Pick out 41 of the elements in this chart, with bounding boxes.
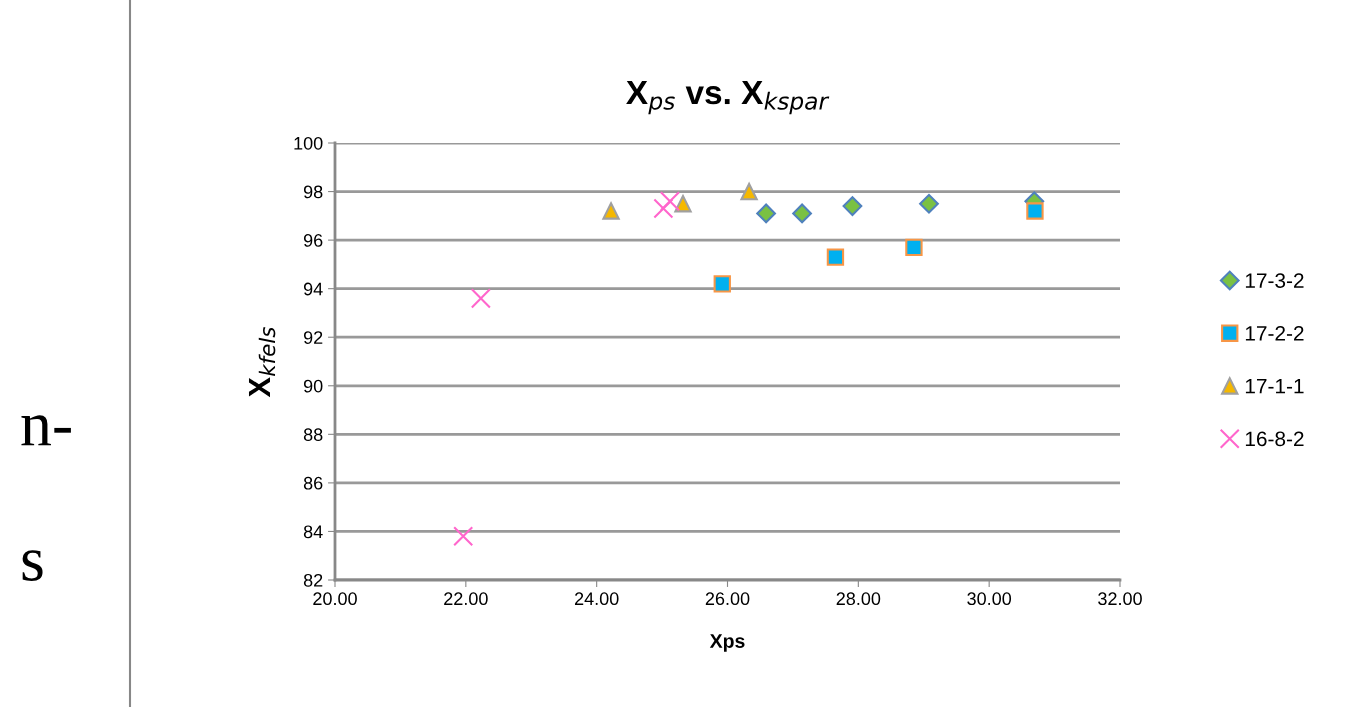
y-tick-label: 86 [303, 476, 323, 490]
y-axis-title: X$_{kfels}$ [248, 327, 276, 398]
chart-title: X$_{ps}$ vs. X$_{kspar}$ [626, 81, 830, 115]
point [602, 202, 620, 220]
x-axis-title: Xps [709, 634, 745, 652]
point [653, 198, 674, 219]
y-tick-label: 82 [303, 573, 323, 587]
point [756, 203, 776, 224]
legend-label: 17-3-2 [1245, 273, 1304, 288]
point [905, 238, 923, 257]
point [659, 191, 680, 212]
legend-label: 16-8-2 [1245, 431, 1304, 447]
x-tick-label: 32.00 [1098, 592, 1142, 606]
text: s [22, 550, 43, 581]
x-tick-label: 26.00 [705, 592, 750, 606]
x-tick-label: 22.00 [444, 592, 488, 606]
x-tick-label: 28.00 [836, 592, 881, 606]
point [842, 196, 863, 216]
point [713, 275, 731, 293]
y-tick-label: 90 [303, 379, 323, 393]
point [453, 526, 474, 547]
y-tick-label: 98 [303, 185, 323, 199]
y-tick-label: 88 [303, 428, 323, 442]
point [792, 203, 812, 224]
point [919, 193, 939, 214]
legend-label: 17-2-2 [1245, 325, 1304, 341]
point [470, 288, 491, 309]
y-tick-label: 94 [303, 282, 323, 296]
y-tick-label: 96 [303, 234, 323, 247]
point [674, 195, 692, 213]
y-tick-label: 100 [294, 136, 323, 150]
point [826, 248, 845, 266]
point [740, 182, 758, 201]
x-tick-label: 20.00 [313, 592, 357, 606]
legend-label: 17-1-1 [1245, 378, 1304, 394]
y-tick-label: 84 [303, 525, 323, 539]
x-tick-label: 24.00 [574, 592, 619, 606]
y-tick-label: 92 [303, 331, 323, 344]
text: n- [21, 415, 71, 446]
x-tick-label: 30.00 [967, 592, 1012, 606]
point [1026, 202, 1044, 220]
